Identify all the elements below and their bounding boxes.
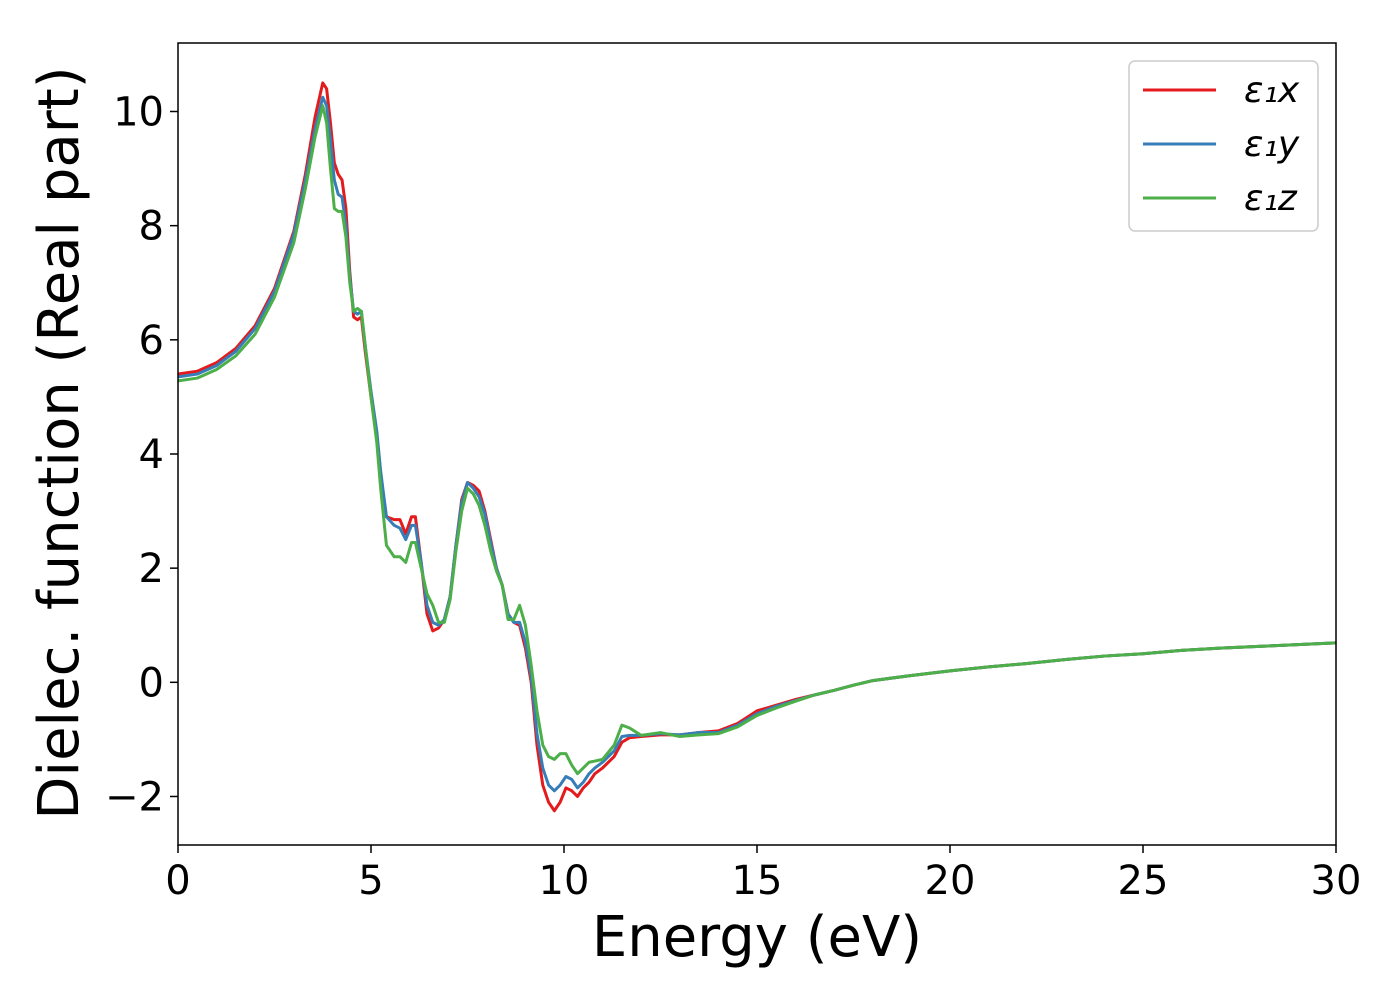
legend-label: ε₁x [1244,70,1300,111]
x-axis-label: Energy (eV) [592,905,922,970]
series-lines [178,81,1336,813]
legend-label: ε₁y [1244,124,1300,165]
x-tick-label: 0 [165,858,190,904]
x-tick-label: 25 [1118,858,1169,904]
x-tick-label: 15 [732,858,783,904]
y-tick-label: 10 [113,89,164,135]
legend: ε₁x ε₁y ε₁z [1128,60,1319,232]
y-tick-label: −2 [105,774,164,820]
y-axis-label: Dielec. function (Real part) [27,66,92,819]
x-axis-ticks: 0 5 10 15 20 25 30 [165,845,1361,904]
y-tick-label: 0 [139,660,164,706]
x-tick-label: 10 [539,858,590,904]
y-axis-ticks: −2 0 2 4 6 8 10 [105,89,178,820]
y-tick-label: 8 [139,204,164,250]
plot-area [177,42,1337,846]
x-tick-label: 5 [358,858,383,904]
y-tick-label: 2 [139,546,164,592]
y-tick-label: 4 [139,432,164,478]
x-tick-label: 20 [925,858,976,904]
x-tick-label: 30 [1311,858,1362,904]
y-tick-label: 6 [139,318,164,364]
legend-box [1128,60,1319,232]
legend-label: ε₁z [1244,178,1298,219]
series-line-3 [178,104,1336,776]
